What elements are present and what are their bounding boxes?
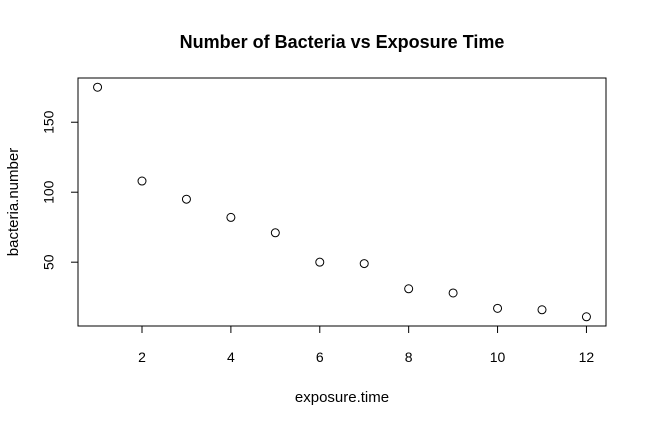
plot-area-frame xyxy=(77,77,607,327)
chart-title: Number of Bacteria vs Exposure Time xyxy=(180,32,505,52)
x-tick-label: 6 xyxy=(316,349,324,365)
data-point xyxy=(537,305,547,315)
data-point xyxy=(404,284,414,294)
data-point xyxy=(448,288,458,298)
data-point xyxy=(137,176,147,186)
y-tick-label: 100 xyxy=(41,180,57,204)
data-points xyxy=(93,82,591,322)
y-tick-label: 50 xyxy=(41,254,57,270)
x-axis: 2 4 6 8 10 12 xyxy=(138,325,595,365)
x-tick-label: 4 xyxy=(227,349,235,365)
x-tick-label: 8 xyxy=(405,349,413,365)
x-axis-label: exposure.time xyxy=(295,389,389,406)
data-point xyxy=(181,194,191,204)
data-point xyxy=(359,259,369,269)
data-point xyxy=(226,212,236,222)
x-tick-label: 12 xyxy=(579,349,595,365)
data-point xyxy=(315,257,325,267)
y-tick-label: 150 xyxy=(41,110,57,134)
data-point xyxy=(581,312,591,322)
data-point xyxy=(270,228,280,238)
x-tick-label: 2 xyxy=(138,349,146,365)
data-point xyxy=(493,303,503,313)
y-axis-label: bacteria.number xyxy=(5,148,22,256)
x-tick-label: 10 xyxy=(490,349,506,365)
data-point xyxy=(93,82,103,92)
y-axis: 50 100 150 xyxy=(41,110,79,270)
